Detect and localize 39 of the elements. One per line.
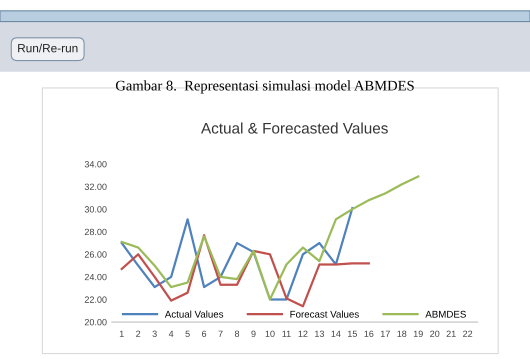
x-tick-label: 1 — [120, 330, 124, 337]
x-tick-label: 3 — [152, 330, 157, 337]
y-tick-label: 30.00 — [84, 206, 107, 213]
x-tick-label: 11 — [282, 330, 291, 337]
legend-label: ABMDES — [425, 310, 466, 318]
x-tick-label: 18 — [397, 330, 406, 337]
x-tick-label: 8 — [234, 330, 240, 337]
x-tick-label: 5 — [185, 330, 190, 337]
y-tick-label: 34.00 — [84, 161, 107, 168]
chart-title: Actual & Forecasted Values — [201, 122, 388, 134]
x-tick-label: 4 — [168, 330, 174, 337]
legend-label: Actual Values — [164, 310, 224, 318]
text: Gambar 8. Representasi simulasi model ABMDES — [116, 80, 414, 94]
x-tick-label: 7 — [218, 330, 223, 337]
x-tick-label: 6 — [202, 330, 206, 337]
y-tick-label: 22.00 — [84, 296, 107, 303]
y-tick-label: 28.00 — [84, 228, 107, 236]
text: Run/Re-run — [18, 44, 78, 52]
y-tick-label: 20.00 — [84, 318, 107, 326]
y-tick-label: 24.00 — [84, 274, 107, 280]
x-tick-label: 13 — [315, 330, 324, 337]
line-series — [120, 234, 370, 308]
x-tick-label: 12 — [298, 330, 308, 337]
x-tick-label: 14 — [332, 330, 341, 337]
line-series — [120, 175, 420, 301]
x-tick-label: 2 — [136, 330, 140, 337]
x-tick-label: 10 — [266, 330, 275, 337]
legend-label: Forecast Values — [290, 310, 359, 318]
x-tick-label: 9 — [251, 330, 256, 337]
line-series — [120, 206, 354, 301]
y-tick-label: 26.00 — [84, 251, 107, 258]
x-tick-label: 17 — [380, 330, 390, 337]
x-tick-label: 15 — [348, 330, 357, 337]
x-tick-label: 16 — [364, 330, 374, 337]
x-tick-label: 20 — [430, 330, 440, 337]
y-tick-label: 32.00 — [84, 184, 107, 190]
x-tick-label: 19 — [414, 330, 423, 337]
x-tick-label: 21 — [446, 330, 456, 337]
x-tick-label: 22 — [463, 330, 472, 337]
